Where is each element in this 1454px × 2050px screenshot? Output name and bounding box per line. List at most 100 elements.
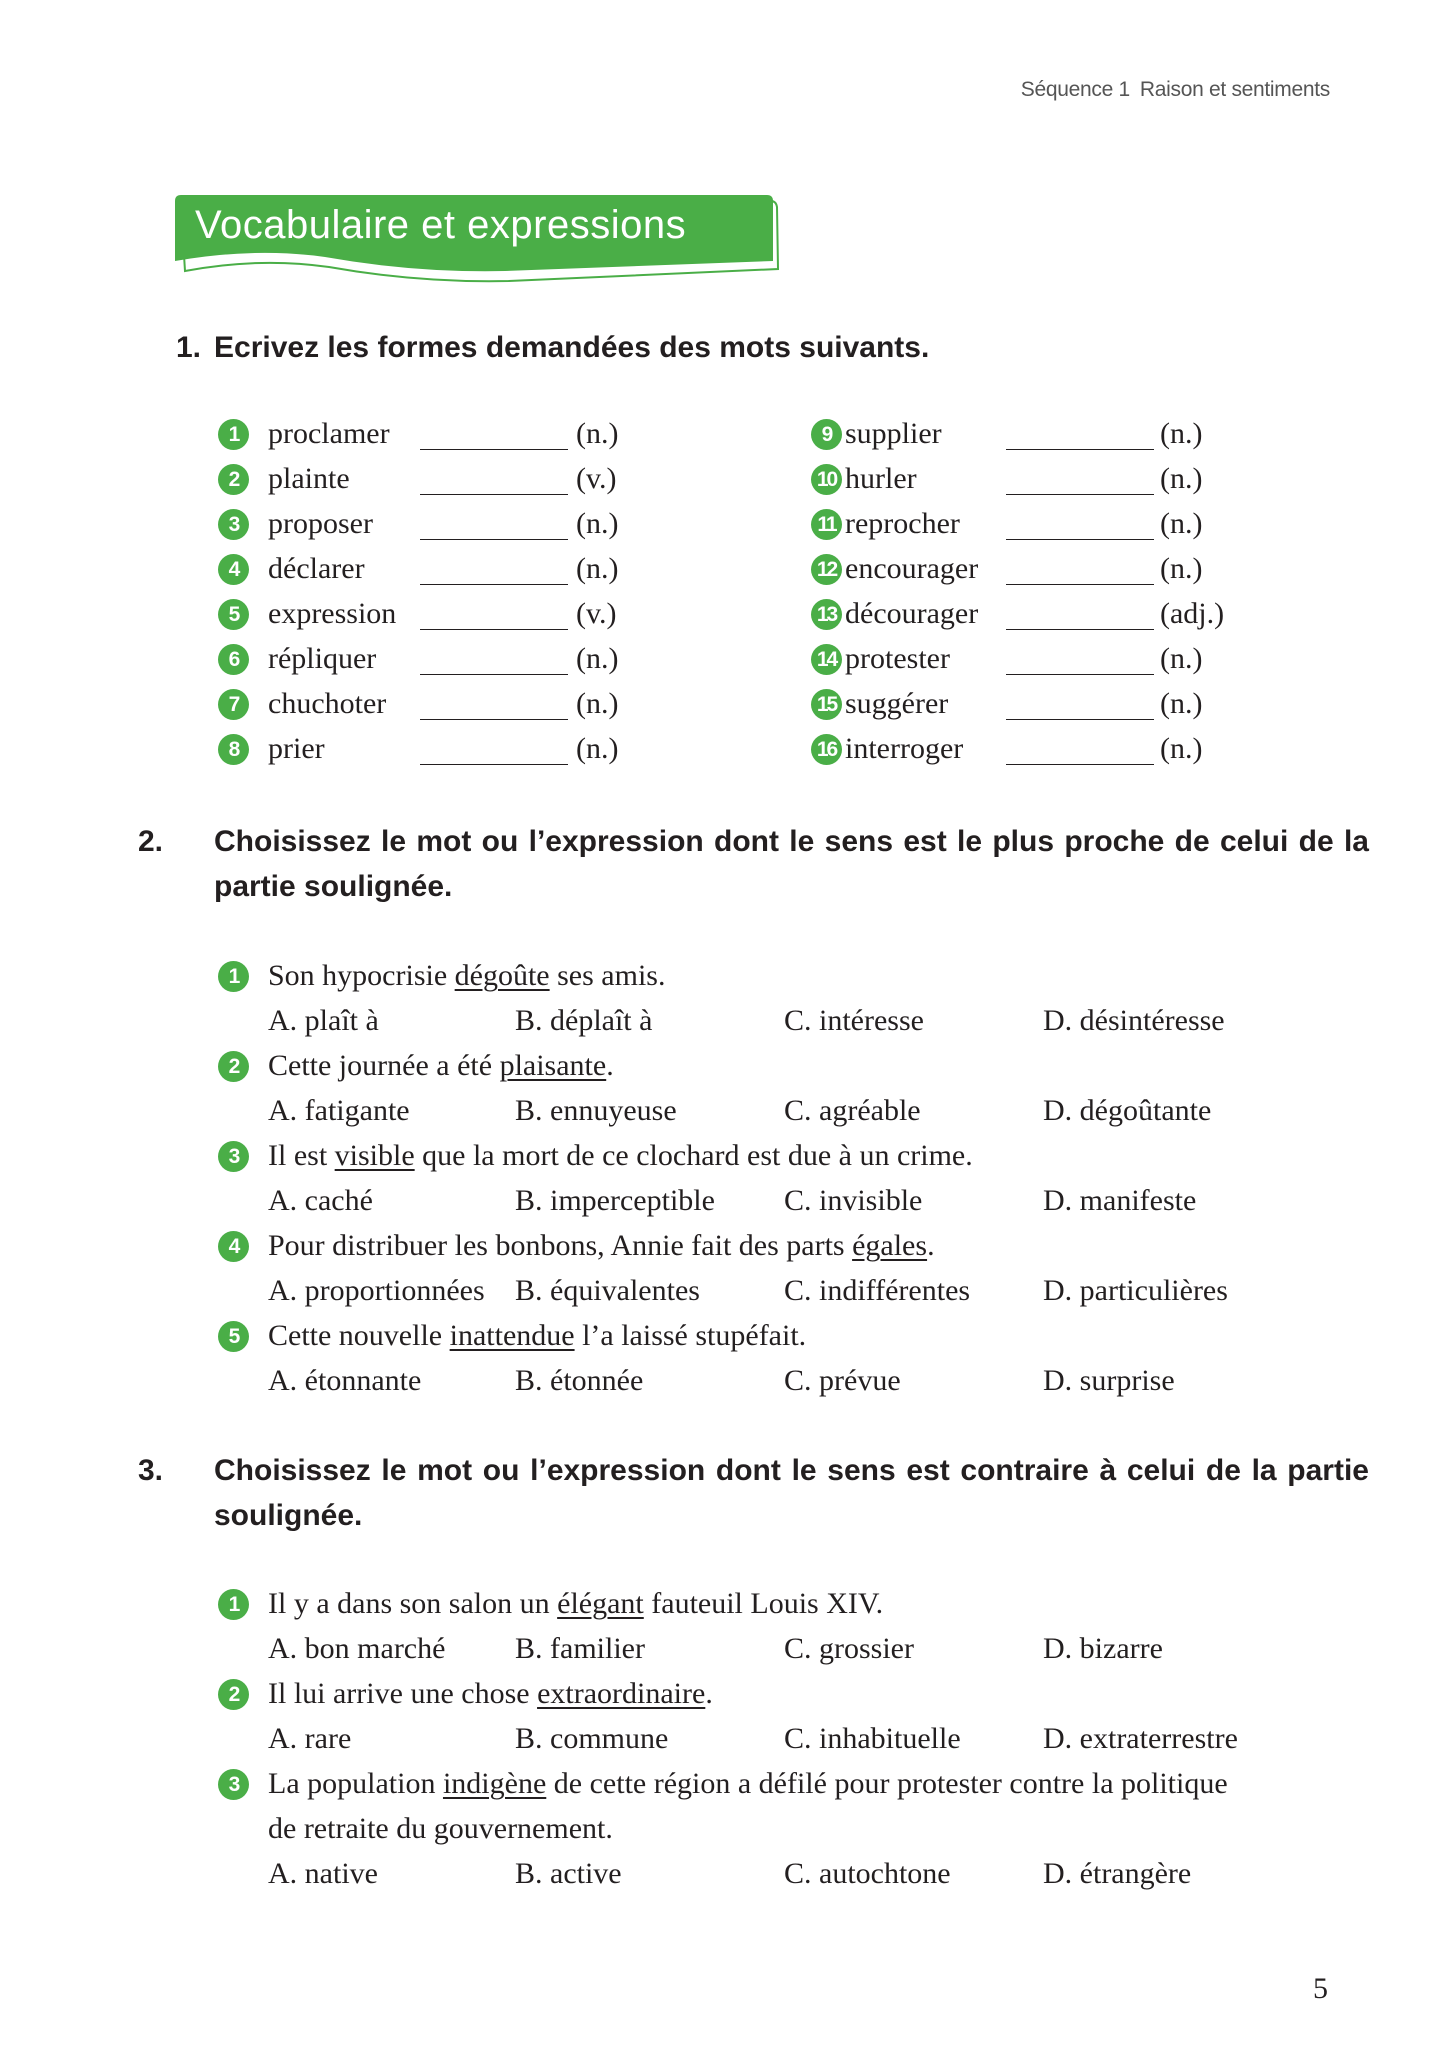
question: Cette nouvelle inattendue l’a laissé stu…	[268, 1319, 806, 1353]
underlined-term: extraordinaire	[537, 1677, 706, 1710]
banner-shape	[175, 195, 780, 283]
underlined-term: élégant	[557, 1587, 644, 1620]
answer-blank[interactable]	[1006, 601, 1154, 630]
question-text: Cette nouvelle	[268, 1319, 450, 1352]
answer-blank[interactable]	[420, 421, 568, 450]
answer-option[interactable]: C. prévue	[784, 1364, 901, 1397]
answer-blank[interactable]	[1006, 736, 1154, 765]
sequence-label: Séquence 1	[1020, 78, 1130, 101]
answer-option[interactable]: B. familier	[515, 1632, 645, 1665]
answer-option[interactable]: B. équivalentes	[515, 1274, 700, 1307]
answer-option[interactable]: B. ennuyeuse	[515, 1094, 677, 1127]
exercise-1-heading: 1. Ecrivez les formes demandées des mots …	[176, 325, 1331, 370]
answer-option[interactable]: A. proportionnées	[268, 1274, 485, 1307]
theme-label: Raison et sentiments	[1139, 78, 1330, 101]
answer-blank[interactable]	[1006, 691, 1154, 720]
word: reprocher	[845, 507, 960, 540]
part-of-speech: (n.)	[1160, 417, 1203, 450]
question: Son hypocrisie dégoûte ses amis.	[268, 959, 665, 993]
answer-option[interactable]: C. invisible	[784, 1184, 923, 1217]
underlined-term: plaisante	[499, 1049, 607, 1082]
answer-option[interactable]: D. étrangère	[1043, 1857, 1192, 1890]
answer-option[interactable]: C. autochtone	[784, 1857, 951, 1890]
answer-blank[interactable]	[420, 736, 568, 765]
part-of-speech: (n.)	[1160, 507, 1203, 540]
exercise-3-heading: 3. Choisissez le mot ou l’expression dont…	[138, 1448, 1369, 1538]
part-of-speech: (n.)	[576, 642, 619, 675]
answer-blank[interactable]	[1006, 511, 1154, 540]
answer-option[interactable]: C. indifférentes	[784, 1274, 971, 1307]
underlined-term: égales	[852, 1229, 928, 1262]
word: encourager	[845, 552, 979, 585]
answer-blank[interactable]	[420, 466, 568, 495]
number-badge: 2	[218, 1051, 249, 1082]
question-text: l’a laissé stupéfait.	[574, 1319, 807, 1352]
answer-option[interactable]: D. surprise	[1043, 1364, 1175, 1397]
question-text: ses amis.	[549, 959, 666, 992]
word: interroger	[845, 732, 964, 765]
answer-option[interactable]: D. extraterrestre	[1043, 1722, 1238, 1755]
answer-blank[interactable]	[1006, 646, 1154, 675]
answer-option[interactable]: D. particulières	[1043, 1274, 1228, 1307]
answer-option[interactable]: A. étonnante	[268, 1364, 422, 1397]
question-text: Il lui arrive une chose	[268, 1677, 538, 1710]
answer-blank[interactable]	[1006, 556, 1154, 585]
question: Il est visible que la mort de ce clochar…	[268, 1139, 973, 1173]
answer-option[interactable]: B. imperceptible	[515, 1184, 715, 1217]
question: Il y a dans son salon un élégant fauteui…	[268, 1587, 883, 1621]
answer-blank[interactable]	[420, 646, 568, 675]
question: Cette journée a été plaisante.	[268, 1049, 614, 1083]
exercise-number: 1.	[176, 331, 202, 364]
word: proclamer	[268, 417, 390, 450]
answer-option[interactable]: D. dégoûtante	[1043, 1094, 1212, 1127]
question-text: que la mort de ce clochard est due à un …	[414, 1139, 973, 1172]
answer-option[interactable]: B. étonnée	[515, 1364, 644, 1397]
number-badge: 12	[811, 554, 842, 585]
answer-blank[interactable]	[420, 601, 568, 630]
answer-option[interactable]: A. fatigante	[268, 1094, 410, 1127]
answer-option[interactable]: C. intéresse	[784, 1004, 924, 1037]
answer-blank[interactable]	[420, 511, 568, 540]
number-badge: 9	[811, 419, 842, 450]
answer-option[interactable]: C. grossier	[784, 1632, 914, 1665]
answer-option[interactable]: C. inhabituelle	[784, 1722, 961, 1755]
answer-option[interactable]: A. bon marché	[268, 1632, 446, 1665]
number-badge: 7	[218, 689, 249, 720]
part-of-speech: (n.)	[576, 687, 619, 720]
answer-option[interactable]: B. commune	[515, 1722, 669, 1755]
word: déclarer	[268, 552, 365, 585]
question: Il lui arrive une chose extraordinaire.	[268, 1677, 713, 1711]
answer-option[interactable]: B. active	[515, 1857, 622, 1890]
word: suggérer	[845, 687, 949, 720]
answer-option[interactable]: B. déplaît à	[515, 1004, 653, 1037]
underlined-term: visible	[334, 1139, 415, 1172]
number-badge: 5	[218, 1321, 249, 1352]
number-badge: 8	[218, 734, 249, 765]
answer-option[interactable]: A. native	[268, 1857, 378, 1890]
answer-option[interactable]: D. désintéresse	[1043, 1004, 1225, 1037]
number-badge: 1	[218, 961, 249, 992]
answer-option[interactable]: D. manifeste	[1043, 1184, 1197, 1217]
answer-option[interactable]: D. bizarre	[1043, 1632, 1163, 1665]
page-number: 5	[1313, 1972, 1328, 2005]
number-badge: 6	[218, 644, 249, 675]
running-header: Séquence 1 Raison et sentiments	[1020, 78, 1331, 102]
answer-option[interactable]: A. rare	[268, 1722, 352, 1755]
number-badge: 13	[811, 599, 842, 630]
answer-option[interactable]: C. agréable	[784, 1094, 921, 1127]
part-of-speech: (adj.)	[1160, 597, 1225, 630]
number-badge: 1	[218, 1589, 249, 1620]
answer-option[interactable]: A. plaît à	[268, 1004, 379, 1037]
answer-option[interactable]: A. caché	[268, 1184, 373, 1217]
question-text: Il est	[268, 1139, 335, 1172]
part-of-speech: (n.)	[1160, 732, 1203, 765]
word: hurler	[845, 462, 917, 495]
answer-blank[interactable]	[420, 556, 568, 585]
part-of-speech: (n.)	[1160, 462, 1203, 495]
answer-blank[interactable]	[420, 691, 568, 720]
answer-blank[interactable]	[1006, 466, 1154, 495]
question: Pour distribuer les bonbons, Annie fait …	[268, 1229, 935, 1263]
part-of-speech: (n.)	[1160, 552, 1203, 585]
number-badge: 14	[811, 644, 842, 675]
answer-blank[interactable]	[1006, 421, 1154, 450]
